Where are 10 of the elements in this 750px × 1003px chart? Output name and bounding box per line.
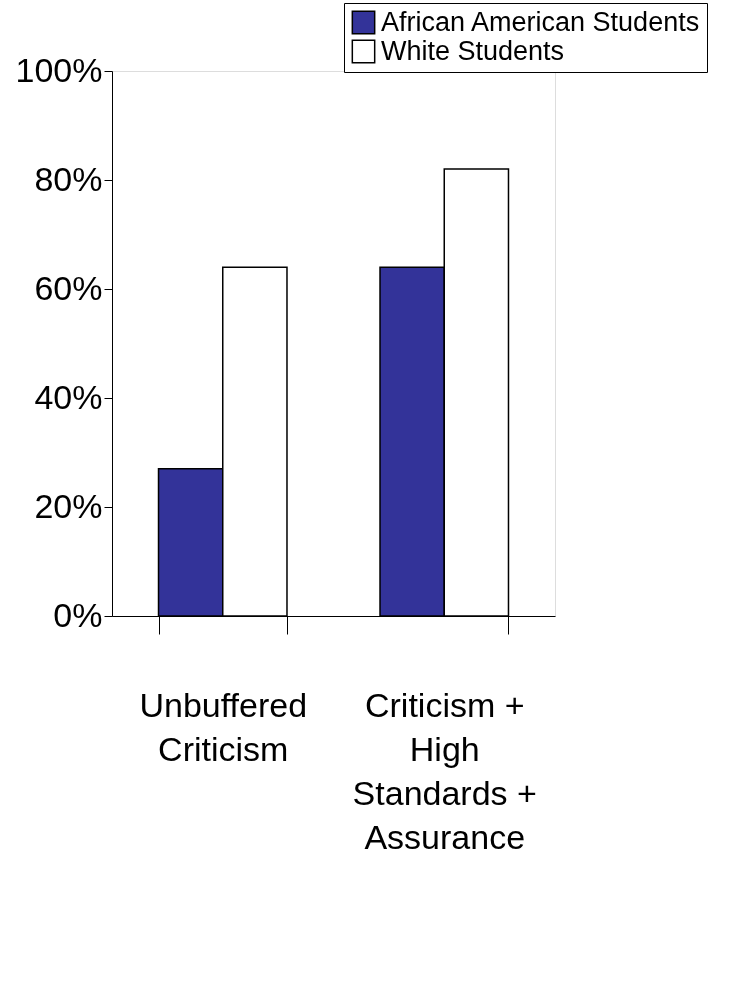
y-tick-label: 20% [34,486,103,525]
legend-label: White Students [381,35,565,66]
x-tick-label: Unbuffered Criticism [139,685,308,768]
y-tick-label: 40% [34,377,103,416]
legend-label: African American Students [381,6,700,37]
x-tick-label: Criticism + High Standards + Assurance [352,685,537,856]
y-tick-label: 60% [34,268,103,307]
y-tick-label: 100% [15,50,103,89]
y-tick-label: 0% [53,595,103,634]
y-tick-label: 80% [34,159,103,198]
